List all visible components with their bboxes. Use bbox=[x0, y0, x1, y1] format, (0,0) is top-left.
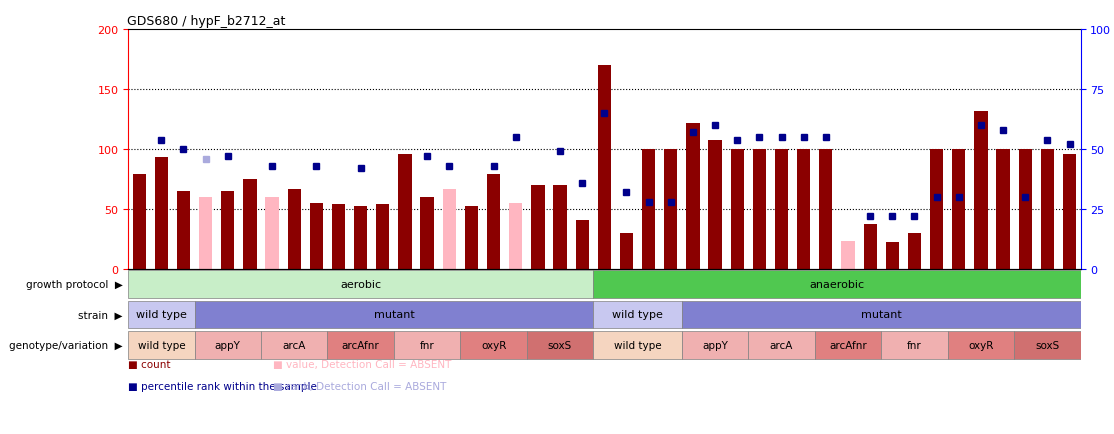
Bar bbox=[332, 204, 345, 269]
Bar bbox=[243, 180, 256, 269]
Bar bbox=[749, 332, 814, 358]
Bar bbox=[195, 332, 261, 358]
Text: mutant: mutant bbox=[861, 310, 901, 319]
Bar bbox=[487, 175, 500, 269]
Bar bbox=[328, 332, 394, 358]
Bar bbox=[1018, 150, 1032, 269]
Bar bbox=[222, 191, 234, 269]
Bar bbox=[775, 150, 789, 269]
Bar bbox=[128, 271, 594, 298]
Bar bbox=[399, 155, 412, 269]
Bar bbox=[686, 123, 700, 269]
Bar bbox=[155, 158, 168, 269]
Bar bbox=[554, 186, 567, 269]
Bar bbox=[128, 332, 195, 358]
Bar bbox=[709, 140, 722, 269]
Bar bbox=[881, 332, 948, 358]
Text: aerobic: aerobic bbox=[340, 279, 381, 289]
Bar bbox=[996, 150, 1009, 269]
Bar bbox=[576, 220, 589, 269]
Bar bbox=[664, 150, 677, 269]
Bar bbox=[177, 191, 190, 269]
Bar bbox=[952, 150, 966, 269]
Text: appY: appY bbox=[702, 340, 729, 350]
Bar bbox=[527, 332, 594, 358]
Text: arcA: arcA bbox=[770, 340, 793, 350]
Text: fnr: fnr bbox=[907, 340, 921, 350]
Text: ■ count: ■ count bbox=[128, 360, 170, 369]
Text: anaerobic: anaerobic bbox=[810, 279, 864, 289]
Bar bbox=[731, 150, 744, 269]
Bar bbox=[814, 332, 881, 358]
Bar bbox=[682, 332, 749, 358]
Text: arcAfnr: arcAfnr bbox=[829, 340, 867, 350]
Bar bbox=[509, 204, 522, 269]
Bar bbox=[948, 332, 1014, 358]
Text: ■ rank, Detection Call = ABSENT: ■ rank, Detection Call = ABSENT bbox=[273, 381, 447, 391]
Text: oxyR: oxyR bbox=[481, 340, 506, 350]
Text: soxS: soxS bbox=[548, 340, 573, 350]
Bar bbox=[594, 271, 1081, 298]
Bar bbox=[1040, 150, 1054, 269]
Bar bbox=[261, 332, 328, 358]
Bar bbox=[619, 233, 633, 269]
Bar bbox=[128, 301, 195, 328]
Text: wild type: wild type bbox=[136, 310, 187, 319]
Bar bbox=[394, 332, 460, 358]
Text: growth protocol  ▶: growth protocol ▶ bbox=[26, 279, 123, 289]
Text: GDS680 / hypF_b2712_at: GDS680 / hypF_b2712_at bbox=[127, 15, 285, 28]
Bar bbox=[594, 301, 682, 328]
Bar bbox=[1014, 332, 1081, 358]
Text: arcA: arcA bbox=[283, 340, 306, 350]
Text: ■ value, Detection Call = ABSENT: ■ value, Detection Call = ABSENT bbox=[273, 360, 451, 369]
Bar bbox=[682, 301, 1081, 328]
Bar bbox=[195, 301, 594, 328]
Bar bbox=[377, 204, 390, 269]
Bar bbox=[642, 150, 655, 269]
Bar bbox=[460, 332, 527, 358]
Bar bbox=[531, 186, 545, 269]
Text: wild type: wild type bbox=[137, 340, 185, 350]
Bar bbox=[975, 112, 987, 269]
Bar bbox=[465, 207, 478, 269]
Bar bbox=[1063, 155, 1076, 269]
Bar bbox=[930, 150, 944, 269]
Bar bbox=[886, 243, 899, 269]
Text: arcAfnr: arcAfnr bbox=[342, 340, 380, 350]
Bar bbox=[797, 150, 810, 269]
Text: mutant: mutant bbox=[373, 310, 414, 319]
Bar bbox=[863, 225, 877, 269]
Bar bbox=[753, 150, 766, 269]
Bar bbox=[598, 66, 610, 269]
Text: oxyR: oxyR bbox=[968, 340, 994, 350]
Bar bbox=[594, 332, 682, 358]
Text: strain  ▶: strain ▶ bbox=[78, 310, 123, 319]
Text: ■ percentile rank within the sample: ■ percentile rank within the sample bbox=[128, 381, 317, 391]
Text: fnr: fnr bbox=[420, 340, 434, 350]
Bar bbox=[354, 207, 368, 269]
Text: wild type: wild type bbox=[614, 340, 662, 350]
Bar bbox=[310, 204, 323, 269]
Bar bbox=[442, 189, 456, 269]
Bar bbox=[287, 189, 301, 269]
Bar bbox=[819, 150, 832, 269]
Bar bbox=[199, 197, 213, 269]
Bar bbox=[265, 197, 278, 269]
Bar bbox=[133, 175, 146, 269]
Text: wild type: wild type bbox=[612, 310, 663, 319]
Text: soxS: soxS bbox=[1035, 340, 1059, 350]
Text: appY: appY bbox=[215, 340, 241, 350]
Bar bbox=[841, 242, 854, 269]
Text: genotype/variation  ▶: genotype/variation ▶ bbox=[9, 340, 123, 350]
Bar bbox=[908, 233, 921, 269]
Bar bbox=[420, 197, 433, 269]
